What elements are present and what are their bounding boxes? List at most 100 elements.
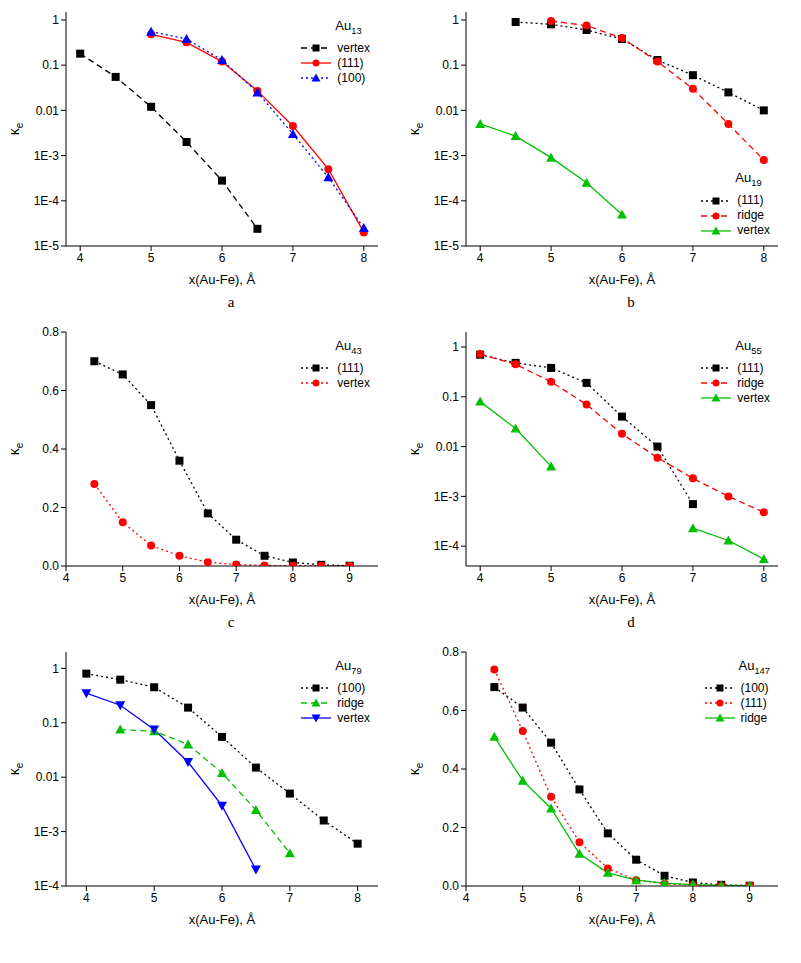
svg-text:1E-4: 1E-4 xyxy=(434,194,460,208)
html-text:vertex: vertex xyxy=(337,375,370,390)
svg-text:7: 7 xyxy=(633,891,640,905)
svg-text:1E-4: 1E-4 xyxy=(34,879,60,893)
html-text:ridge: ridge xyxy=(337,695,364,710)
svg-text:0.1: 0.1 xyxy=(42,58,59,72)
html-text:ridge: ridge xyxy=(737,208,764,222)
svg-text:0.2: 0.2 xyxy=(42,501,59,515)
svg-text:0.1: 0.1 xyxy=(42,716,59,730)
svg-text:x(Au-Fe), Å: x(Au-Fe), Å xyxy=(189,272,256,287)
svg-text:5: 5 xyxy=(548,571,555,585)
html-text:a: a xyxy=(227,294,235,310)
svg-text:κe: κe xyxy=(6,762,25,775)
svg-text:0.01: 0.01 xyxy=(436,440,460,454)
svg-text:0.8: 0.8 xyxy=(42,325,59,339)
html-text:(111): (111) xyxy=(737,193,764,207)
svg-text:7: 7 xyxy=(290,251,297,265)
svg-text:1E-3: 1E-3 xyxy=(434,490,460,504)
html-text:ridge: ridge xyxy=(737,375,764,390)
svg-text:κe: κe xyxy=(406,762,425,775)
svg-text:5: 5 xyxy=(548,251,555,265)
html-text:Au13: Au13 xyxy=(335,18,362,36)
html-text:(100): (100) xyxy=(337,70,366,85)
svg-text:4: 4 xyxy=(477,571,484,585)
html-text:(100): (100) xyxy=(337,680,366,695)
svg-text:4: 4 xyxy=(63,571,70,585)
svg-text:1E-3: 1E-3 xyxy=(434,149,460,163)
svg-text:8: 8 xyxy=(354,891,361,905)
svg-text:8: 8 xyxy=(360,251,367,265)
svg-text:1E-5: 1E-5 xyxy=(34,239,60,253)
html-text:Au79: Au79 xyxy=(335,658,362,676)
svg-text:0.8: 0.8 xyxy=(442,645,459,659)
html-text:vertex: vertex xyxy=(737,223,770,237)
svg-text:0.01: 0.01 xyxy=(36,770,60,784)
svg-text:6: 6 xyxy=(619,251,626,265)
svg-text:κe: κe xyxy=(406,122,425,135)
svg-text:1: 1 xyxy=(452,13,459,27)
svg-text:7: 7 xyxy=(690,251,697,265)
svg-text:1E-4: 1E-4 xyxy=(34,194,60,208)
svg-text:0.6: 0.6 xyxy=(442,704,459,718)
svg-text:5: 5 xyxy=(119,571,126,585)
html-text:vertex: vertex xyxy=(737,390,770,405)
svg-text:1: 1 xyxy=(52,13,59,27)
svg-text:4: 4 xyxy=(463,891,470,905)
svg-text:0.0: 0.0 xyxy=(42,559,59,573)
svg-text:6: 6 xyxy=(176,571,183,585)
svg-text:x(Au-Fe), Å: x(Au-Fe), Å xyxy=(189,592,256,607)
svg-text:9: 9 xyxy=(346,571,353,585)
svg-text:κe: κe xyxy=(6,122,25,135)
html-text:Au19: Au19 xyxy=(735,170,762,188)
html-text:ridge: ridge xyxy=(740,710,768,725)
svg-text:0.1: 0.1 xyxy=(442,58,459,72)
svg-text:6: 6 xyxy=(219,891,226,905)
svg-text:x(Au-Fe), Å: x(Au-Fe), Å xyxy=(189,912,256,927)
svg-text:0.6: 0.6 xyxy=(42,384,59,398)
svg-text:x(Au-Fe), Å: x(Au-Fe), Å xyxy=(589,272,656,287)
html-text:(111): (111) xyxy=(337,55,364,70)
html-text:Au43: Au43 xyxy=(335,338,362,356)
html-text:(100): (100) xyxy=(740,680,769,695)
svg-text:0.1: 0.1 xyxy=(442,390,459,404)
svg-text:0.0: 0.0 xyxy=(442,879,459,893)
svg-text:8: 8 xyxy=(290,571,297,585)
svg-text:7: 7 xyxy=(286,891,293,905)
html-text:vertex: vertex xyxy=(337,710,370,725)
svg-text:6: 6 xyxy=(619,571,626,585)
svg-text:x(Au-Fe), Å: x(Au-Fe), Å xyxy=(589,592,656,607)
svg-text:6: 6 xyxy=(219,251,226,265)
svg-text:0.4: 0.4 xyxy=(42,442,59,456)
svg-text:0.4: 0.4 xyxy=(442,762,459,776)
html-text:Au147: Au147 xyxy=(738,658,770,676)
svg-text:0.01: 0.01 xyxy=(436,104,460,118)
html-text:Au55: Au55 xyxy=(735,338,762,356)
svg-text:4: 4 xyxy=(83,891,90,905)
html-text:(111): (111) xyxy=(737,360,764,375)
svg-text:5: 5 xyxy=(151,891,158,905)
svg-text:1: 1 xyxy=(452,340,459,354)
html-text:(111): (111) xyxy=(337,360,364,375)
svg-text:1: 1 xyxy=(52,662,59,676)
svg-text:κe: κe xyxy=(406,442,425,455)
svg-text:7: 7 xyxy=(690,571,697,585)
svg-text:κe: κe xyxy=(6,442,25,455)
svg-text:4: 4 xyxy=(477,251,484,265)
svg-text:4: 4 xyxy=(77,251,84,265)
svg-text:0.01: 0.01 xyxy=(36,104,60,118)
svg-text:7: 7 xyxy=(233,571,240,585)
svg-text:8: 8 xyxy=(690,891,697,905)
svg-text:9: 9 xyxy=(746,891,753,905)
svg-text:1E-5: 1E-5 xyxy=(434,239,460,253)
svg-text:0.2: 0.2 xyxy=(442,821,459,835)
svg-text:1E-3: 1E-3 xyxy=(34,825,60,839)
svg-text:1E-4: 1E-4 xyxy=(434,539,460,553)
svg-text:1E-3: 1E-3 xyxy=(34,149,60,163)
svg-text:6: 6 xyxy=(576,891,583,905)
svg-text:8: 8 xyxy=(760,251,767,265)
svg-text:8: 8 xyxy=(760,571,767,585)
html-text:vertex: vertex xyxy=(337,40,370,55)
svg-text:5: 5 xyxy=(519,891,526,905)
svg-text:x(Au-Fe), Å: x(Au-Fe), Å xyxy=(589,912,656,927)
html-text:(111): (111) xyxy=(740,695,767,710)
svg-text:5: 5 xyxy=(148,251,155,265)
